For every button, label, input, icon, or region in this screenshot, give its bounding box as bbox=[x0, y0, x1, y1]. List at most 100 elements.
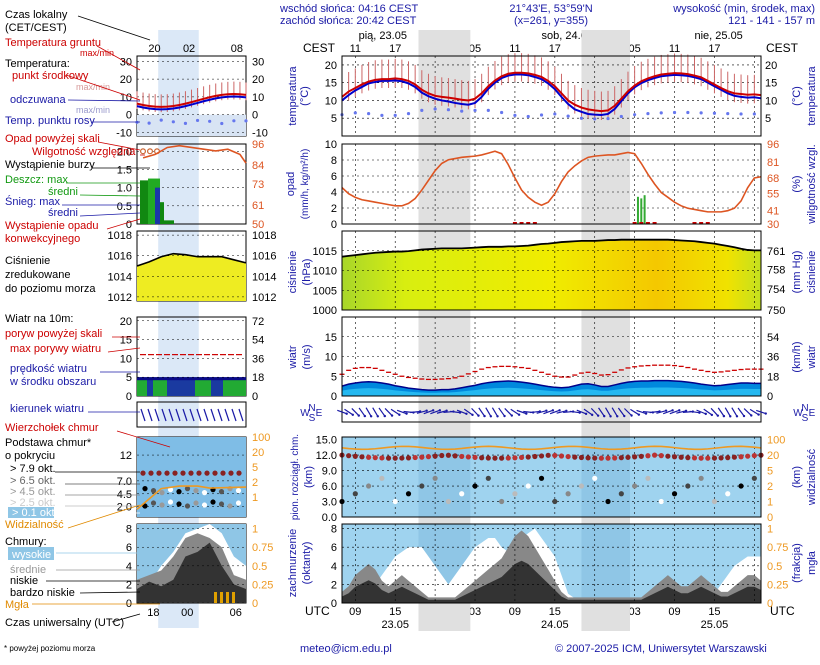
utc-label-right: UTC bbox=[770, 604, 795, 618]
hour-label-bottom: 15 bbox=[549, 606, 561, 618]
temp-axis-label-right: temperatura bbox=[806, 65, 818, 125]
hour-label-bottom: 09 bbox=[509, 606, 521, 618]
wind-arrow-head bbox=[465, 412, 468, 415]
mini-cloud-top-dot bbox=[196, 470, 202, 476]
wind-arrow bbox=[656, 410, 667, 414]
wind-arrow-head bbox=[590, 413, 594, 417]
legend-fog: Mgła bbox=[5, 599, 30, 611]
fog-tick: 0.5 bbox=[767, 561, 782, 573]
dewpoint-dot bbox=[380, 113, 384, 117]
wind-arrow-head bbox=[735, 415, 739, 418]
storm-marker bbox=[140, 148, 147, 155]
wind-arrow-head bbox=[616, 415, 619, 418]
legend-cloud-base2: o pokryciu bbox=[5, 450, 55, 462]
day-label-top: nie, 25.05 bbox=[694, 30, 742, 42]
mini-cloud-top-dot bbox=[228, 470, 234, 476]
mini-wind-segment bbox=[167, 378, 195, 396]
cloud-top-dot bbox=[499, 455, 505, 461]
mini-wind-segment bbox=[147, 378, 153, 396]
wind-tick: 5 bbox=[331, 371, 337, 383]
dewpoint-dot bbox=[659, 111, 663, 115]
cloud-top-dot bbox=[379, 455, 385, 461]
pressure-tick: 1005 bbox=[313, 285, 337, 297]
precip-tick: 2 bbox=[331, 203, 337, 215]
wind-arrow bbox=[504, 408, 513, 416]
cloud-top-dot bbox=[705, 455, 711, 461]
wind-arrow-head bbox=[483, 414, 486, 418]
mid-cloud-area bbox=[342, 530, 761, 603]
cloud-top-dot bbox=[425, 454, 432, 460]
mini-cloud-base-dot bbox=[201, 502, 208, 508]
wind-arrow-head bbox=[510, 414, 514, 417]
wind-arrow-head bbox=[664, 409, 668, 412]
wind-arrow-head bbox=[684, 409, 688, 413]
mini-cloud-base-dot bbox=[201, 490, 208, 496]
mini-rain-bar bbox=[164, 220, 174, 224]
mini-cloud-top-dot bbox=[212, 470, 218, 476]
legend-pressure1: Ciśnienie bbox=[5, 255, 50, 267]
panel-frame-pressure bbox=[341, 230, 762, 311]
wind-arrow bbox=[662, 409, 673, 415]
cloud-top-dot bbox=[479, 455, 485, 461]
mini-cloud-base-dot bbox=[235, 488, 242, 494]
legend-wind-speed: prędkość wiatru bbox=[10, 363, 87, 375]
mini-cloud-base-dot bbox=[142, 503, 148, 509]
precip-bar bbox=[643, 195, 646, 224]
mini-humidity-tick: 96 bbox=[252, 139, 264, 151]
utc-label-left: UTC bbox=[305, 604, 330, 618]
legend-visibility: Widzialność bbox=[5, 519, 64, 531]
cloud-top-dot bbox=[346, 453, 352, 459]
wind-arrow-head bbox=[750, 414, 753, 417]
mini-cloudbase-tick: 7.0 bbox=[117, 476, 132, 488]
mini-dew-dot bbox=[171, 120, 175, 124]
panel-frame-wind bbox=[341, 316, 762, 397]
mini-clouds-tick: 6 bbox=[126, 542, 132, 554]
wind-arrow-head bbox=[477, 414, 480, 417]
mini-visibility-tick: 100 bbox=[252, 432, 270, 444]
mini-temp-tick: 0 bbox=[126, 110, 132, 122]
clouds-axis-unit: (oktanty) bbox=[301, 542, 313, 585]
mini-wind-arrow bbox=[217, 408, 223, 422]
cloudbase-tick: 9.0 bbox=[322, 466, 337, 478]
cloud-top-dot bbox=[612, 455, 618, 461]
mini-hour-bottom: 06 bbox=[230, 607, 242, 619]
dewpoint-dot bbox=[473, 108, 477, 112]
cloud-top-dot bbox=[532, 453, 538, 460]
wind-arrow-head bbox=[471, 413, 474, 417]
hour-label-top: 17 bbox=[389, 43, 401, 55]
legend-cloud-top: Wierzchołek chmur bbox=[5, 422, 99, 434]
wind-arrow-head bbox=[596, 414, 600, 417]
wind-kmh-tick: 18 bbox=[767, 371, 779, 383]
dewpoint-dot bbox=[553, 112, 557, 116]
cloud-top-dot bbox=[352, 453, 358, 459]
legend-local-time-zone: (CET/CEST) bbox=[5, 22, 67, 34]
cloud-base-dot bbox=[751, 475, 757, 481]
sunrise-text: wschód słońca: 04:16 CEST bbox=[279, 3, 418, 15]
hour-label-bottom: 03 bbox=[629, 606, 641, 618]
legend-okt3: > 4.5 okt. bbox=[10, 486, 56, 498]
legend-rain-max: Deszcz: max bbox=[5, 174, 68, 186]
hour-label-bottom: 15 bbox=[389, 606, 401, 618]
clouds-axis-label: zachmurzenie bbox=[287, 529, 299, 597]
mini-pressure-tick-right: 1014 bbox=[252, 271, 276, 283]
mini-cloud-base-dot bbox=[184, 486, 191, 492]
legend-temp-title: Temperatura: bbox=[5, 58, 70, 70]
legend-soil-range: max/min bbox=[80, 48, 114, 58]
mini-wind-arrow bbox=[196, 408, 202, 422]
mini-cloud-base-dot bbox=[193, 488, 199, 494]
temp-tick-right: 5 bbox=[765, 113, 771, 125]
precip-axis-label: opad bbox=[285, 172, 297, 196]
mini-precip-tick: 1.5 bbox=[117, 164, 132, 176]
wind-arrow bbox=[604, 407, 612, 417]
cloud-base-dot bbox=[499, 498, 505, 505]
mini-wind-arrow bbox=[154, 408, 160, 422]
clouds-tick: 8 bbox=[331, 524, 337, 536]
cloud-top-dot bbox=[459, 453, 465, 460]
clouds-tick: 2 bbox=[331, 579, 337, 591]
cloud-top-dot bbox=[598, 455, 604, 461]
wind-arrow-head bbox=[729, 415, 732, 418]
legend-clouds: Chmury: bbox=[5, 536, 47, 548]
wind-arrow-head bbox=[757, 413, 760, 416]
wind-arrow bbox=[649, 410, 660, 414]
wind-arrow-head bbox=[764, 412, 767, 415]
